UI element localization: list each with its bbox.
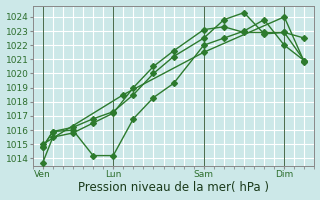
X-axis label: Pression niveau de la mer( hPa ): Pression niveau de la mer( hPa ) [78,181,269,194]
